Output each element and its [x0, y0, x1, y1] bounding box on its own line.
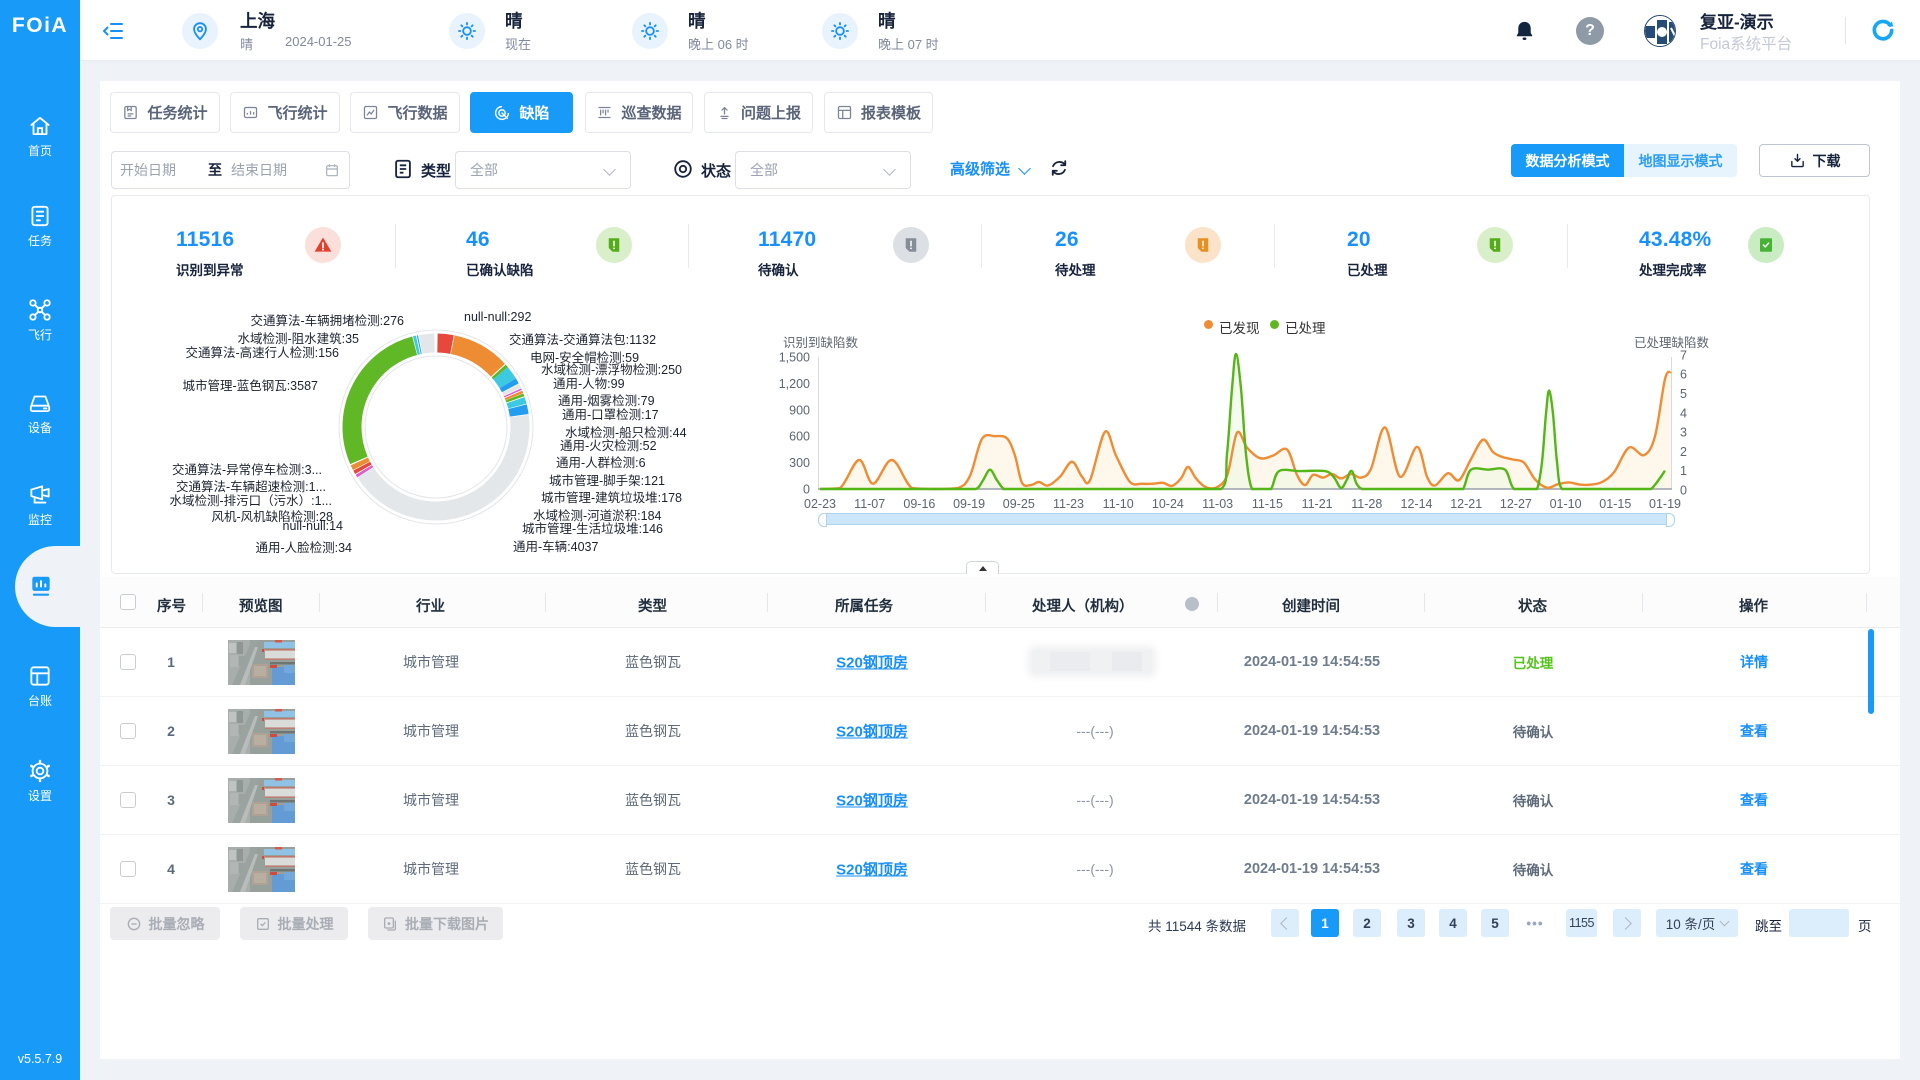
svg-text:2: 2 — [1680, 445, 1687, 459]
svg-text:4: 4 — [1680, 406, 1687, 420]
svg-text:1,500: 1,500 — [779, 351, 810, 365]
svg-text:11-07: 11-07 — [854, 497, 885, 511]
svg-text:11-28: 11-28 — [1351, 497, 1382, 511]
svg-text:300: 300 — [789, 456, 810, 470]
svg-text:5: 5 — [1680, 387, 1687, 401]
svg-text:1: 1 — [1680, 464, 1687, 478]
svg-text:11-21: 11-21 — [1302, 497, 1333, 511]
svg-text:11-23: 11-23 — [1053, 497, 1084, 511]
svg-text:01-10: 01-10 — [1550, 497, 1582, 511]
svg-text:11-10: 11-10 — [1103, 497, 1134, 511]
svg-text:01-19: 01-19 — [1649, 497, 1681, 511]
svg-text:7: 7 — [1680, 348, 1687, 362]
svg-text:600: 600 — [789, 430, 810, 444]
svg-text:09-19: 09-19 — [953, 497, 985, 511]
svg-text:10-24: 10-24 — [1152, 497, 1184, 511]
svg-text:09-25: 09-25 — [1003, 497, 1035, 511]
svg-text:09-16: 09-16 — [903, 497, 935, 511]
svg-text:02-23: 02-23 — [804, 497, 836, 511]
svg-text:12-21: 12-21 — [1450, 497, 1482, 511]
svg-text:12-14: 12-14 — [1401, 497, 1433, 511]
svg-text:3: 3 — [1680, 426, 1687, 440]
svg-text:900: 900 — [789, 403, 810, 417]
svg-text:12-27: 12-27 — [1500, 497, 1532, 511]
svg-text:6: 6 — [1680, 368, 1687, 382]
svg-text:0: 0 — [803, 483, 810, 497]
svg-text:1,200: 1,200 — [779, 377, 810, 391]
svg-text:01-15: 01-15 — [1599, 497, 1631, 511]
svg-text:11-03: 11-03 — [1202, 497, 1233, 511]
svg-text:11-15: 11-15 — [1252, 497, 1283, 511]
svg-text:0: 0 — [1680, 484, 1687, 498]
